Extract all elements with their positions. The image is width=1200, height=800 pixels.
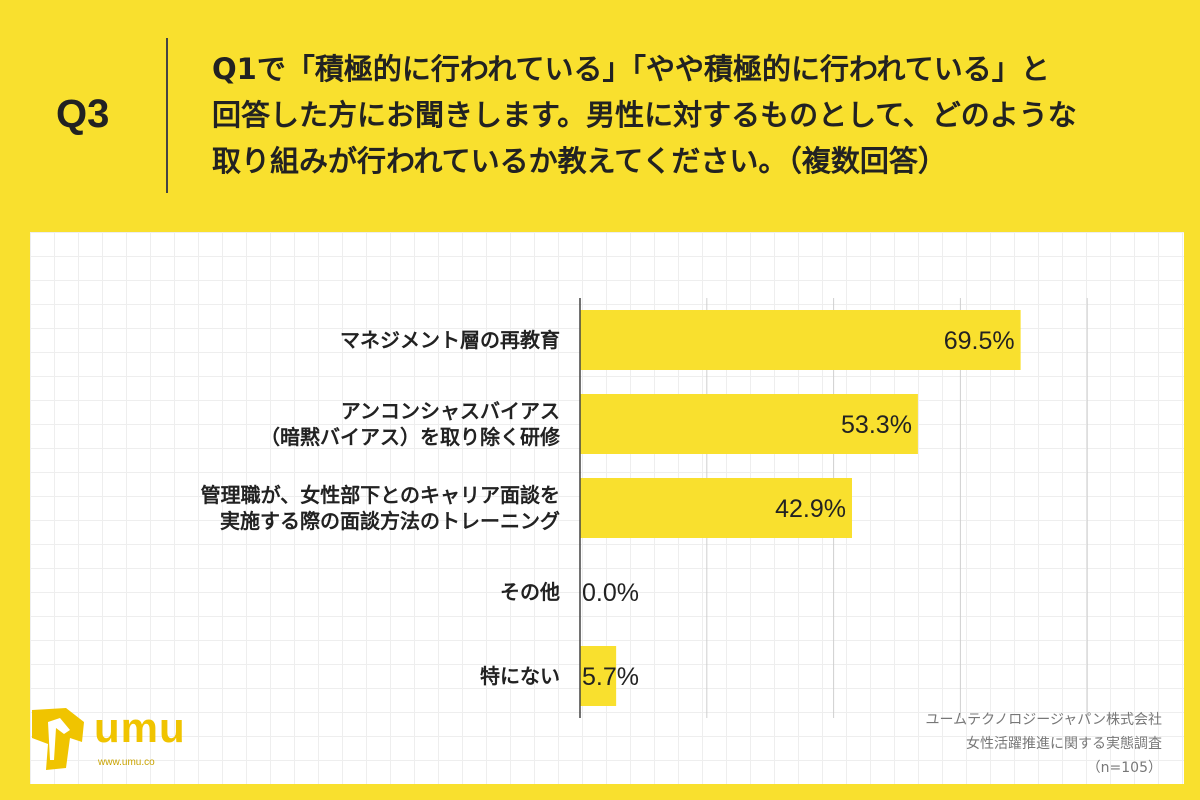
- value-label: 0.0%: [582, 579, 639, 607]
- value-label: 42.9%: [775, 495, 846, 523]
- bar: [580, 646, 617, 706]
- logo-wordmark: umu: [94, 704, 186, 751]
- category-label: アンコンシャスバイアス: [341, 399, 560, 423]
- value-label: 69.5%: [944, 327, 1015, 355]
- category-label: その他: [500, 580, 560, 604]
- question-line-3: 取り組みが行われているか教えてください。（複数回答）: [212, 144, 947, 178]
- bar: [580, 310, 1021, 370]
- category-label: 特にない: [480, 664, 560, 688]
- category-label: 管理職が、女性部下とのキャリア面談を: [201, 483, 560, 507]
- source-survey: 女性活躍推進に関する実態調査: [966, 736, 1162, 752]
- chart-panel: 69.5% マネジメント層の再教育 53.3% アンコンシャスバイアス （暗黙バイアス）…: [30, 232, 1184, 784]
- bar: [580, 478, 852, 538]
- logo-url: www.umu.co: [98, 757, 155, 768]
- value-label: 5.7%: [582, 663, 639, 691]
- question-number: Q3: [56, 92, 110, 136]
- header-divider: [166, 38, 168, 193]
- bar-chart: 69.5% マネジメント層の再教育 53.3% アンコンシャスバイアス（暗黙バイアス）…: [201, 298, 1088, 718]
- bar: [580, 394, 918, 454]
- category-label: 実施する際の面談方法のトレーニング: [220, 509, 560, 533]
- question-text: Q1で「積極的に行われている」「やや積極的に行われている」と 回答した方にお聞き…: [212, 46, 1172, 184]
- category-label: （暗黙バイアス）を取り除く研修: [260, 425, 561, 449]
- umu-logo-icon: [32, 708, 84, 770]
- source-company: ユームテクノロジージャパン株式会社: [925, 712, 1162, 728]
- question-line-1: Q1で「積極的に行われている」「やや積極的に行われている」と: [212, 52, 1050, 86]
- category-label: マネジメント層の再教育: [340, 328, 560, 352]
- source-sample-size: （n=105）: [1086, 760, 1162, 776]
- value-label: 53.3%: [841, 411, 912, 439]
- source-note: ユームテクノロジージャパン株式会社 女性活躍推進に関する実態調査 （n=105）: [926, 708, 1162, 780]
- question-line-2: 回答した方にお聞きします。男性に対するものとして、どのような: [212, 98, 1077, 132]
